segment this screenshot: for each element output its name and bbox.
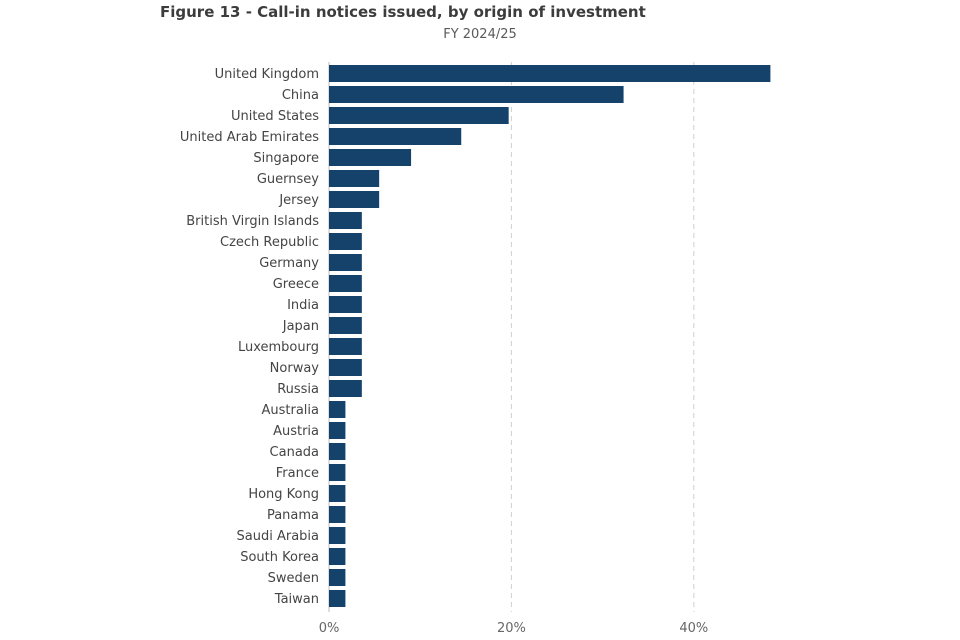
bar <box>329 569 346 586</box>
category-label: United Arab Emirates <box>180 130 319 145</box>
x-axis-ticks: 0% 20% 40% <box>319 621 709 636</box>
category-label: United Kingdom <box>215 67 319 82</box>
bar <box>329 170 380 187</box>
bar <box>329 443 346 460</box>
x-tick-label: 20% <box>497 621 526 636</box>
bars <box>329 65 771 607</box>
bar <box>329 233 362 250</box>
bar <box>329 65 771 82</box>
category-label: Singapore <box>253 151 319 166</box>
category-label: Jersey <box>278 193 319 208</box>
category-label: Hong Kong <box>248 487 319 502</box>
category-label: Japan <box>282 319 319 334</box>
category-label: Guernsey <box>257 172 319 187</box>
category-label: Germany <box>259 256 319 271</box>
bar <box>329 338 362 355</box>
category-label: British Virgin Islands <box>186 214 319 229</box>
category-label: Saudi Arabia <box>237 529 320 544</box>
category-label: Panama <box>267 508 319 523</box>
bar <box>329 401 346 418</box>
bar <box>329 86 624 103</box>
bar <box>329 527 346 544</box>
category-label: United States <box>231 109 319 124</box>
category-label: Luxembourg <box>238 340 319 355</box>
category-label: Sweden <box>268 571 319 586</box>
category-label: Czech Republic <box>220 235 319 250</box>
category-label: Austria <box>273 424 319 439</box>
chart-title: Figure 13 - Call-in notices issued, by o… <box>160 3 646 21</box>
bar <box>329 296 362 313</box>
category-labels: United Kingdom China United States United A… <box>180 67 319 607</box>
bar <box>329 107 509 124</box>
category-label: Greece <box>273 277 319 292</box>
x-tick-label: 0% <box>319 621 340 636</box>
bar <box>329 149 412 166</box>
bar <box>329 317 362 334</box>
category-label: Norway <box>270 361 320 376</box>
chart-subtitle: FY 2024/25 <box>443 27 517 42</box>
bar <box>329 590 346 607</box>
bar <box>329 128 462 145</box>
category-label: Australia <box>261 403 319 418</box>
x-tick-label: 40% <box>679 621 708 636</box>
bar <box>329 422 346 439</box>
category-label: France <box>276 466 319 481</box>
bar <box>329 464 346 481</box>
bar <box>329 548 346 565</box>
bar <box>329 506 346 523</box>
bar <box>329 212 362 229</box>
bar <box>329 254 362 271</box>
bar <box>329 275 362 292</box>
category-label: Canada <box>270 445 319 460</box>
category-label: India <box>287 298 319 313</box>
bar <box>329 359 362 376</box>
category-label: Taiwan <box>274 592 319 607</box>
category-label: China <box>282 88 319 103</box>
category-label: Russia <box>277 382 319 397</box>
bar <box>329 191 380 208</box>
bar <box>329 485 346 502</box>
bar <box>329 380 362 397</box>
category-label: South Korea <box>240 550 319 565</box>
